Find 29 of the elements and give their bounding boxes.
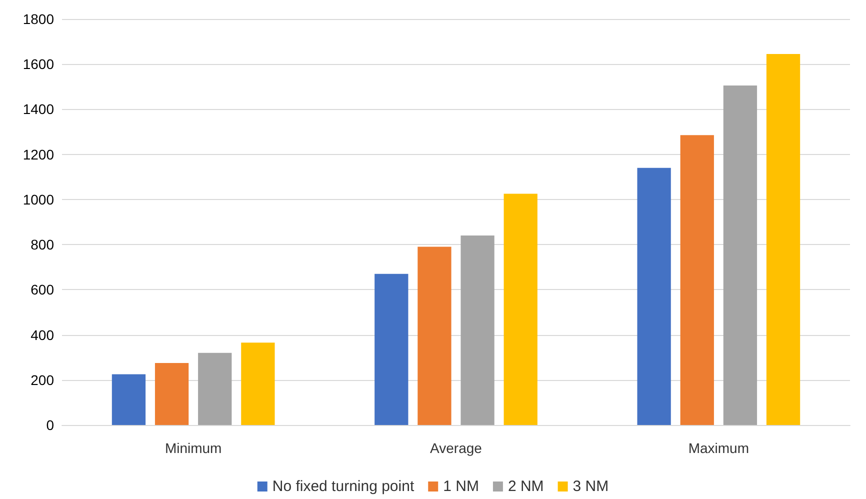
y-tick-label: 1400 [22,101,54,118]
legend-label: 1 NM [443,478,479,495]
y-tick-label: 1800 [22,11,54,27]
bar [766,54,800,425]
y-tick-label: 1000 [22,191,54,208]
y-tick-label: 800 [30,236,54,253]
bar [460,236,494,425]
legend-label: 3 NM [572,478,609,495]
bar [198,352,232,425]
y-tick-label: 600 [30,282,54,298]
y-tick-label: 0 [46,417,54,433]
bar [112,374,146,425]
x-tick-label: Maximum [688,440,750,456]
bar [637,168,671,425]
y-tick-label: 200 [30,372,54,388]
legend-label: No fixed turning point [272,478,415,495]
bar [154,362,189,425]
y-tick-label: 1200 [22,146,54,162]
bar [241,342,275,425]
x-tick-label: Average [430,440,482,456]
legend-label: 2 NM [508,478,544,495]
bar [418,246,452,425]
y-tick-label: 400 [30,326,54,343]
bar [723,86,758,425]
bar [680,135,714,425]
y-tick-label: 1600 [22,56,54,72]
bar [504,194,538,425]
x-tick-label: Minimum [164,440,222,456]
bar [374,274,408,425]
